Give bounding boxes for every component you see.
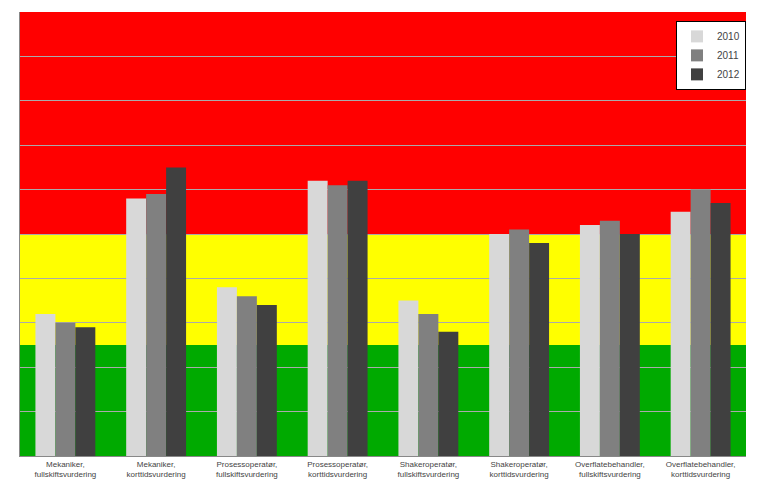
svg-text:Shakeroperatør,korttidsvurderi: Shakeroperatør,korttidsvurdering: [490, 460, 549, 479]
svg-text:Prosessoperatør,fullskiftsvurd: Prosessoperatør,fullskiftsvurdering: [216, 460, 278, 479]
svg-text:Mekaniker,korttidsvurdering: Mekaniker,korttidsvurdering: [127, 460, 186, 479]
svg-text:Shakeroperatør,fullskiftsvurde: Shakeroperatør,fullskiftsvurdering: [397, 460, 459, 479]
svg-text:2010: 2010: [717, 31, 740, 42]
svg-text:Overflatebehandler,korttidsvur: Overflatebehandler,korttidsvurdering: [666, 460, 736, 479]
svg-text:2011: 2011: [717, 50, 739, 61]
svg-text:Overflatebehandler,fullskiftsv: Overflatebehandler,fullskiftsvurdering: [575, 460, 645, 479]
svg-text:Mekaniker,fullskiftsvurdering: Mekaniker,fullskiftsvurdering: [34, 460, 96, 479]
svg-text:Prosessoperatør,korttidsvurder: Prosessoperatør,korttidsvurdering: [307, 460, 368, 479]
svg-text:2012: 2012: [717, 69, 740, 80]
